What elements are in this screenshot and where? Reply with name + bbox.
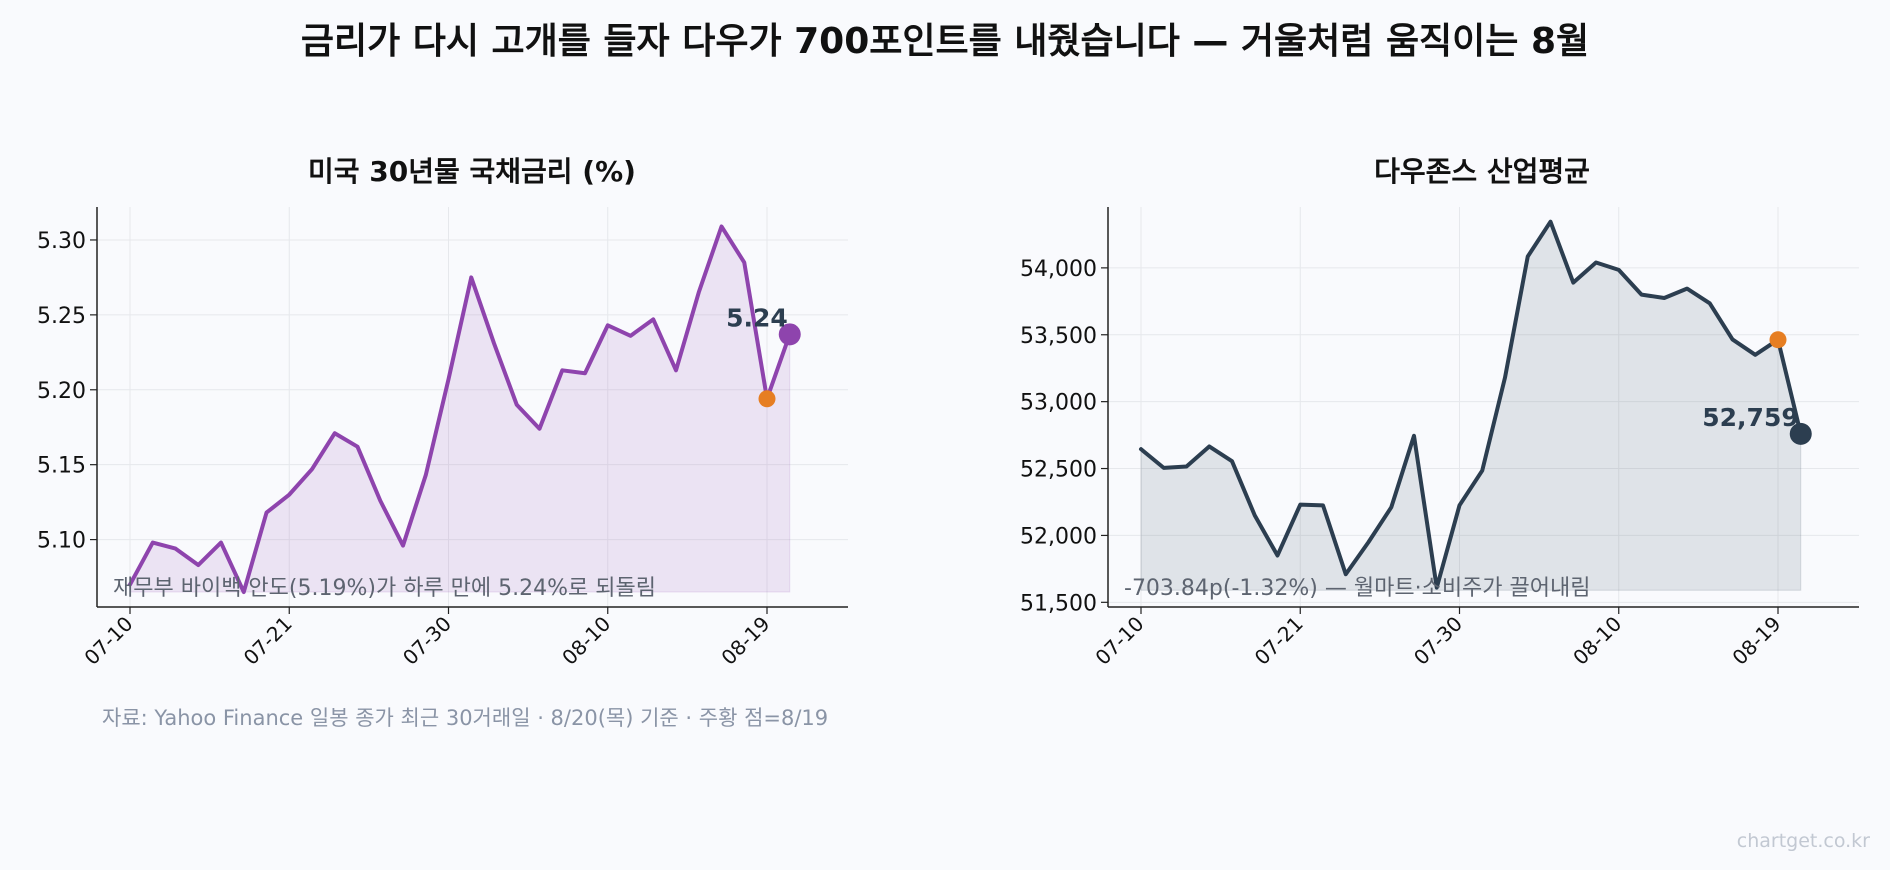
data-point	[469, 275, 473, 279]
chart-annotation: 재무부 바이백 안도(5.19%)가 하루 만에 5.24%로 되돌림	[113, 576, 656, 601]
data-point	[1480, 469, 1484, 473]
data-point	[1685, 287, 1689, 291]
x-tick-label: 08-19	[716, 612, 774, 670]
main-title: 금리가 다시 고개를 들자 다우가 700포인트를 내줬습니다 — 거울처럼 움…	[300, 21, 1590, 62]
x-tick-label: 08-10	[557, 612, 615, 670]
data-point	[219, 541, 223, 545]
data-point	[1162, 466, 1166, 470]
data-point	[447, 377, 451, 381]
y-tick-label: 52,000	[1020, 524, 1097, 549]
data-point	[1526, 254, 1530, 258]
treasury-yield-chart: 5.10 5.15 5.20 5.25 5.30 07-10 07-21 07-30 08-10…	[37, 207, 848, 670]
area-fill	[129, 225, 791, 594]
y-tick-label: 5.20	[37, 379, 86, 404]
series-line	[1139, 219, 1803, 590]
y-tick-label: 54,000	[1020, 257, 1097, 282]
data-point	[1253, 513, 1257, 517]
x-tick-label: 08-10	[1568, 612, 1626, 670]
data-point	[1708, 301, 1712, 305]
data-point	[1389, 505, 1393, 509]
source-note: 자료: Yahoo Finance 일봉 종가 최근 30거래일 · 8/20(…	[102, 706, 829, 730]
watermark: chartget.co.kr	[1736, 830, 1870, 852]
highlight-point	[1769, 331, 1787, 349]
data-point	[1662, 296, 1666, 300]
x-tick-label: 07-30	[1409, 612, 1467, 670]
y-tick-label: 53,000	[1020, 391, 1097, 416]
data-point	[515, 403, 519, 407]
data-point	[629, 334, 633, 338]
data-point	[674, 368, 678, 372]
y-tick-label: 5.30	[37, 229, 86, 254]
data-point	[333, 431, 337, 435]
data-point	[356, 445, 360, 449]
x-tick-label: 07-10	[1090, 612, 1148, 670]
last-value-label: 5.24	[726, 303, 788, 332]
x-tick-label: 07-21	[1250, 612, 1308, 670]
data-point	[1503, 376, 1507, 380]
y-tick-label: 52,500	[1020, 458, 1097, 483]
data-point	[651, 317, 655, 321]
series-line	[128, 224, 792, 595]
data-point	[1207, 444, 1211, 448]
dow-jones-chart: 51,500 52,000 52,500 53,000 53,500 54,000 07-1…	[1020, 207, 1859, 670]
x-tick-label: 08-19	[1727, 612, 1785, 670]
y-tick-label: 5.25	[37, 304, 86, 329]
y-tick-label: 5.15	[37, 454, 86, 479]
data-point	[1185, 465, 1189, 469]
data-point	[1139, 447, 1143, 451]
data-point	[196, 563, 200, 567]
highlight-point	[758, 390, 776, 408]
data-point	[287, 493, 291, 497]
last-point	[778, 323, 801, 346]
data-point	[492, 341, 496, 345]
data-point	[1594, 261, 1598, 265]
data-point	[1367, 540, 1371, 544]
data-point	[1321, 503, 1325, 507]
y-tick-label: 5.10	[37, 529, 86, 554]
data-point	[697, 290, 701, 294]
left-chart-title: 미국 30년물 국채금리 (%)	[308, 155, 636, 188]
data-point	[1412, 434, 1416, 438]
y-tick-label: 53,500	[1020, 324, 1097, 349]
data-point	[720, 224, 724, 228]
last-point	[1789, 422, 1812, 445]
x-tick-label: 07-10	[79, 612, 137, 670]
last-value-label: 52,759	[1702, 403, 1798, 432]
data-point	[560, 368, 564, 372]
data-point	[174, 547, 178, 551]
data-point	[583, 371, 587, 375]
x-tick-label: 07-30	[398, 612, 456, 670]
right-chart-title: 다우존스 산업평균	[1374, 155, 1590, 188]
data-point	[1617, 268, 1621, 272]
y-tick-label: 51,500	[1020, 591, 1097, 616]
data-point	[378, 499, 382, 503]
data-point	[310, 467, 314, 471]
x-tick-label: 07-21	[239, 612, 297, 670]
data-point	[1753, 353, 1757, 357]
chart-annotation: -703.84p(-1.32%) — 월마트·소비주가 끌어내림	[1124, 576, 1591, 601]
data-point	[606, 323, 610, 327]
data-point	[1458, 503, 1462, 507]
data-point	[1731, 337, 1735, 341]
data-point	[742, 260, 746, 264]
data-point	[265, 511, 269, 515]
data-point	[424, 473, 428, 477]
data-point	[1640, 293, 1644, 297]
data-point	[1230, 459, 1234, 463]
data-point	[1549, 220, 1553, 224]
data-point	[1276, 553, 1280, 557]
data-point	[1571, 281, 1575, 285]
data-point	[401, 544, 405, 548]
data-point	[151, 541, 155, 545]
data-point	[538, 427, 542, 431]
data-point	[1298, 503, 1302, 507]
